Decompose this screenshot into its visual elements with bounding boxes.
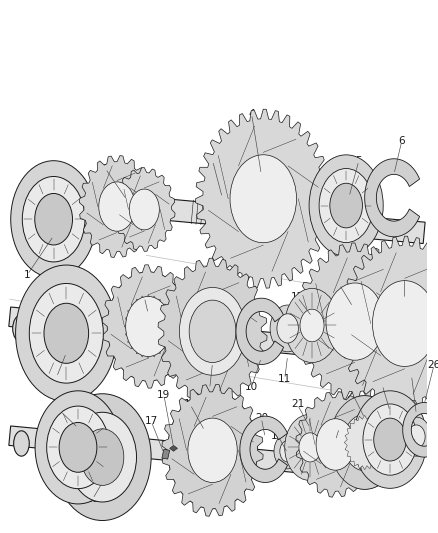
- Ellipse shape: [274, 434, 301, 469]
- Ellipse shape: [59, 423, 97, 472]
- Text: 3: 3: [209, 156, 216, 166]
- Ellipse shape: [316, 419, 355, 470]
- Polygon shape: [365, 159, 420, 237]
- Text: 25: 25: [405, 370, 418, 380]
- Polygon shape: [240, 416, 287, 482]
- Ellipse shape: [277, 314, 298, 343]
- Text: 26: 26: [427, 360, 438, 370]
- Ellipse shape: [11, 161, 96, 278]
- Text: 16: 16: [86, 494, 99, 504]
- Ellipse shape: [300, 309, 324, 342]
- Polygon shape: [113, 167, 175, 252]
- Ellipse shape: [81, 429, 124, 486]
- Ellipse shape: [374, 418, 406, 461]
- Ellipse shape: [189, 300, 236, 362]
- Polygon shape: [236, 298, 283, 365]
- Ellipse shape: [270, 305, 305, 352]
- Text: 22: 22: [333, 423, 346, 433]
- Polygon shape: [195, 109, 331, 288]
- Text: 24: 24: [376, 380, 389, 390]
- Ellipse shape: [408, 425, 425, 448]
- Ellipse shape: [35, 193, 73, 245]
- Text: 6: 6: [399, 136, 405, 146]
- Ellipse shape: [168, 392, 258, 509]
- Ellipse shape: [129, 189, 159, 230]
- Text: 4: 4: [248, 109, 255, 119]
- Polygon shape: [296, 243, 414, 400]
- Ellipse shape: [326, 283, 384, 360]
- Text: 17: 17: [145, 416, 158, 426]
- Ellipse shape: [188, 418, 237, 482]
- Polygon shape: [162, 384, 263, 516]
- Polygon shape: [79, 156, 155, 257]
- Text: 2: 2: [102, 164, 109, 174]
- Text: 18: 18: [184, 399, 197, 409]
- Text: 1: 1: [24, 270, 31, 280]
- Text: 23: 23: [346, 390, 360, 400]
- Polygon shape: [187, 416, 239, 484]
- Ellipse shape: [14, 431, 29, 456]
- Ellipse shape: [186, 295, 240, 367]
- Ellipse shape: [309, 155, 383, 256]
- Ellipse shape: [230, 155, 297, 243]
- Polygon shape: [102, 265, 194, 388]
- Ellipse shape: [285, 288, 339, 362]
- Ellipse shape: [285, 414, 336, 481]
- Polygon shape: [403, 402, 438, 457]
- Polygon shape: [339, 236, 438, 411]
- Text: 20: 20: [255, 413, 268, 423]
- Ellipse shape: [47, 406, 110, 489]
- Polygon shape: [158, 258, 267, 405]
- Polygon shape: [162, 449, 170, 459]
- Text: 19: 19: [157, 390, 170, 400]
- Ellipse shape: [280, 441, 296, 462]
- Ellipse shape: [44, 303, 88, 364]
- Polygon shape: [23, 186, 425, 244]
- Ellipse shape: [372, 281, 437, 367]
- Ellipse shape: [353, 391, 427, 488]
- Polygon shape: [124, 295, 172, 358]
- Text: 5: 5: [356, 156, 362, 166]
- Ellipse shape: [402, 417, 431, 456]
- Polygon shape: [170, 446, 177, 451]
- Text: 10: 10: [245, 382, 258, 392]
- Text: 7: 7: [53, 372, 60, 382]
- Ellipse shape: [299, 433, 321, 462]
- Ellipse shape: [99, 182, 135, 231]
- Ellipse shape: [16, 265, 117, 401]
- Ellipse shape: [329, 395, 400, 489]
- Text: 15: 15: [54, 406, 67, 416]
- Ellipse shape: [13, 315, 30, 342]
- Polygon shape: [9, 426, 381, 480]
- Ellipse shape: [107, 272, 189, 381]
- Polygon shape: [9, 307, 430, 367]
- Ellipse shape: [319, 168, 373, 243]
- Ellipse shape: [29, 284, 103, 383]
- Text: 13: 13: [333, 279, 346, 289]
- Ellipse shape: [180, 287, 246, 375]
- Ellipse shape: [330, 183, 363, 228]
- Polygon shape: [296, 392, 375, 497]
- Ellipse shape: [22, 176, 85, 262]
- Ellipse shape: [68, 412, 137, 502]
- Polygon shape: [344, 415, 385, 470]
- Text: 12: 12: [291, 292, 304, 302]
- Ellipse shape: [363, 404, 417, 475]
- Text: 14: 14: [398, 273, 411, 282]
- Text: 8: 8: [141, 292, 148, 302]
- Ellipse shape: [35, 391, 121, 504]
- Text: 9: 9: [206, 384, 213, 394]
- Ellipse shape: [53, 394, 151, 521]
- Ellipse shape: [329, 395, 400, 489]
- Text: 21: 21: [291, 399, 304, 409]
- Ellipse shape: [413, 340, 426, 360]
- Ellipse shape: [126, 296, 171, 357]
- Text: 11: 11: [278, 374, 291, 384]
- Ellipse shape: [343, 414, 386, 471]
- Text: 15: 15: [271, 431, 285, 441]
